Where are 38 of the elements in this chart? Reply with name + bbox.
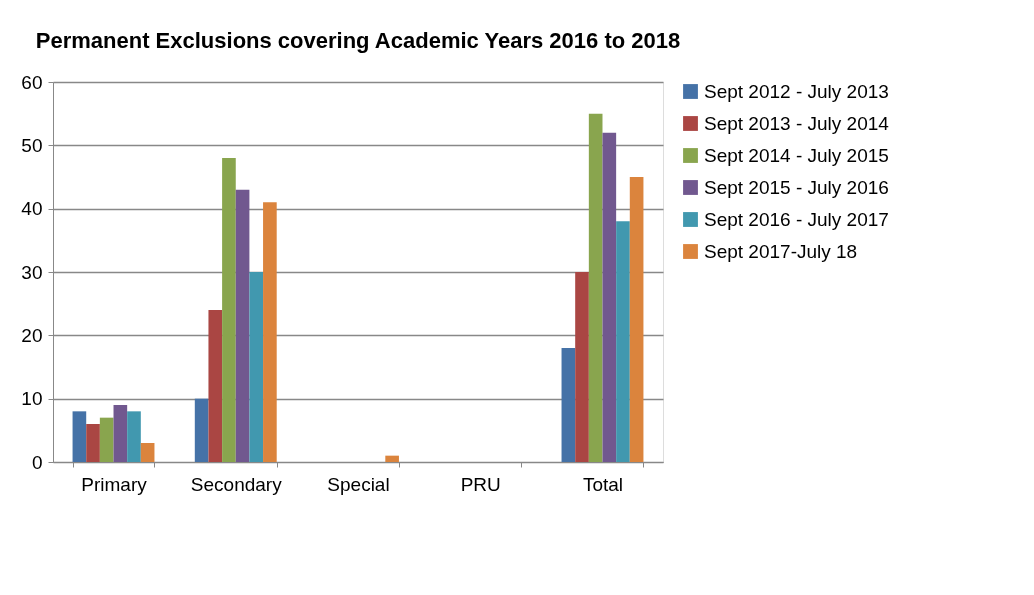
legend-label: Sept 2012 - July 2013: [704, 80, 889, 102]
legend-label: Sept 2014 - July 2015: [704, 144, 889, 166]
bar: [86, 424, 100, 462]
y-tick-label: 40: [21, 198, 43, 220]
legend-label: Sept 2017-July 18: [704, 240, 858, 262]
y-tick-label: 10: [21, 388, 43, 410]
bar: [602, 132, 617, 462]
x-tick-label: Total: [582, 473, 624, 495]
x-tick-label: Special: [327, 473, 390, 495]
bar: [208, 310, 223, 462]
bar: [222, 158, 236, 462]
bar: [263, 202, 277, 462]
y-tick-label: 20: [21, 324, 43, 346]
bar: [588, 113, 603, 462]
x-tick-label: Primary: [81, 473, 148, 495]
bar: [140, 443, 155, 462]
chart-title: Permanent Exclusions covering Academic Years 2016 to 2018: [35, 28, 681, 53]
legend-label: Sept 2013 - July 2014: [704, 112, 890, 134]
x-tick-label: PRU: [460, 473, 501, 495]
bar: [249, 272, 264, 462]
y-tick-label: 60: [21, 71, 43, 93]
bar: [72, 411, 87, 462]
bar: [629, 177, 644, 462]
bar: [575, 272, 589, 462]
bar: [113, 405, 128, 462]
y-tick-label: 50: [21, 134, 43, 156]
bar: [385, 455, 399, 462]
y-tick-label: 0: [31, 451, 43, 473]
bar: [127, 411, 141, 462]
x-tick-label: Secondary: [190, 473, 283, 495]
bar: [561, 348, 576, 462]
bar: [616, 221, 630, 462]
y-tick-label: 30: [21, 261, 43, 283]
legend-label: Sept 2015 - July 2016: [704, 176, 889, 198]
bar: [194, 398, 209, 462]
bar: [99, 417, 114, 462]
bar: [235, 189, 250, 462]
legend-label: Sept 2016 - July 2017: [704, 208, 889, 230]
